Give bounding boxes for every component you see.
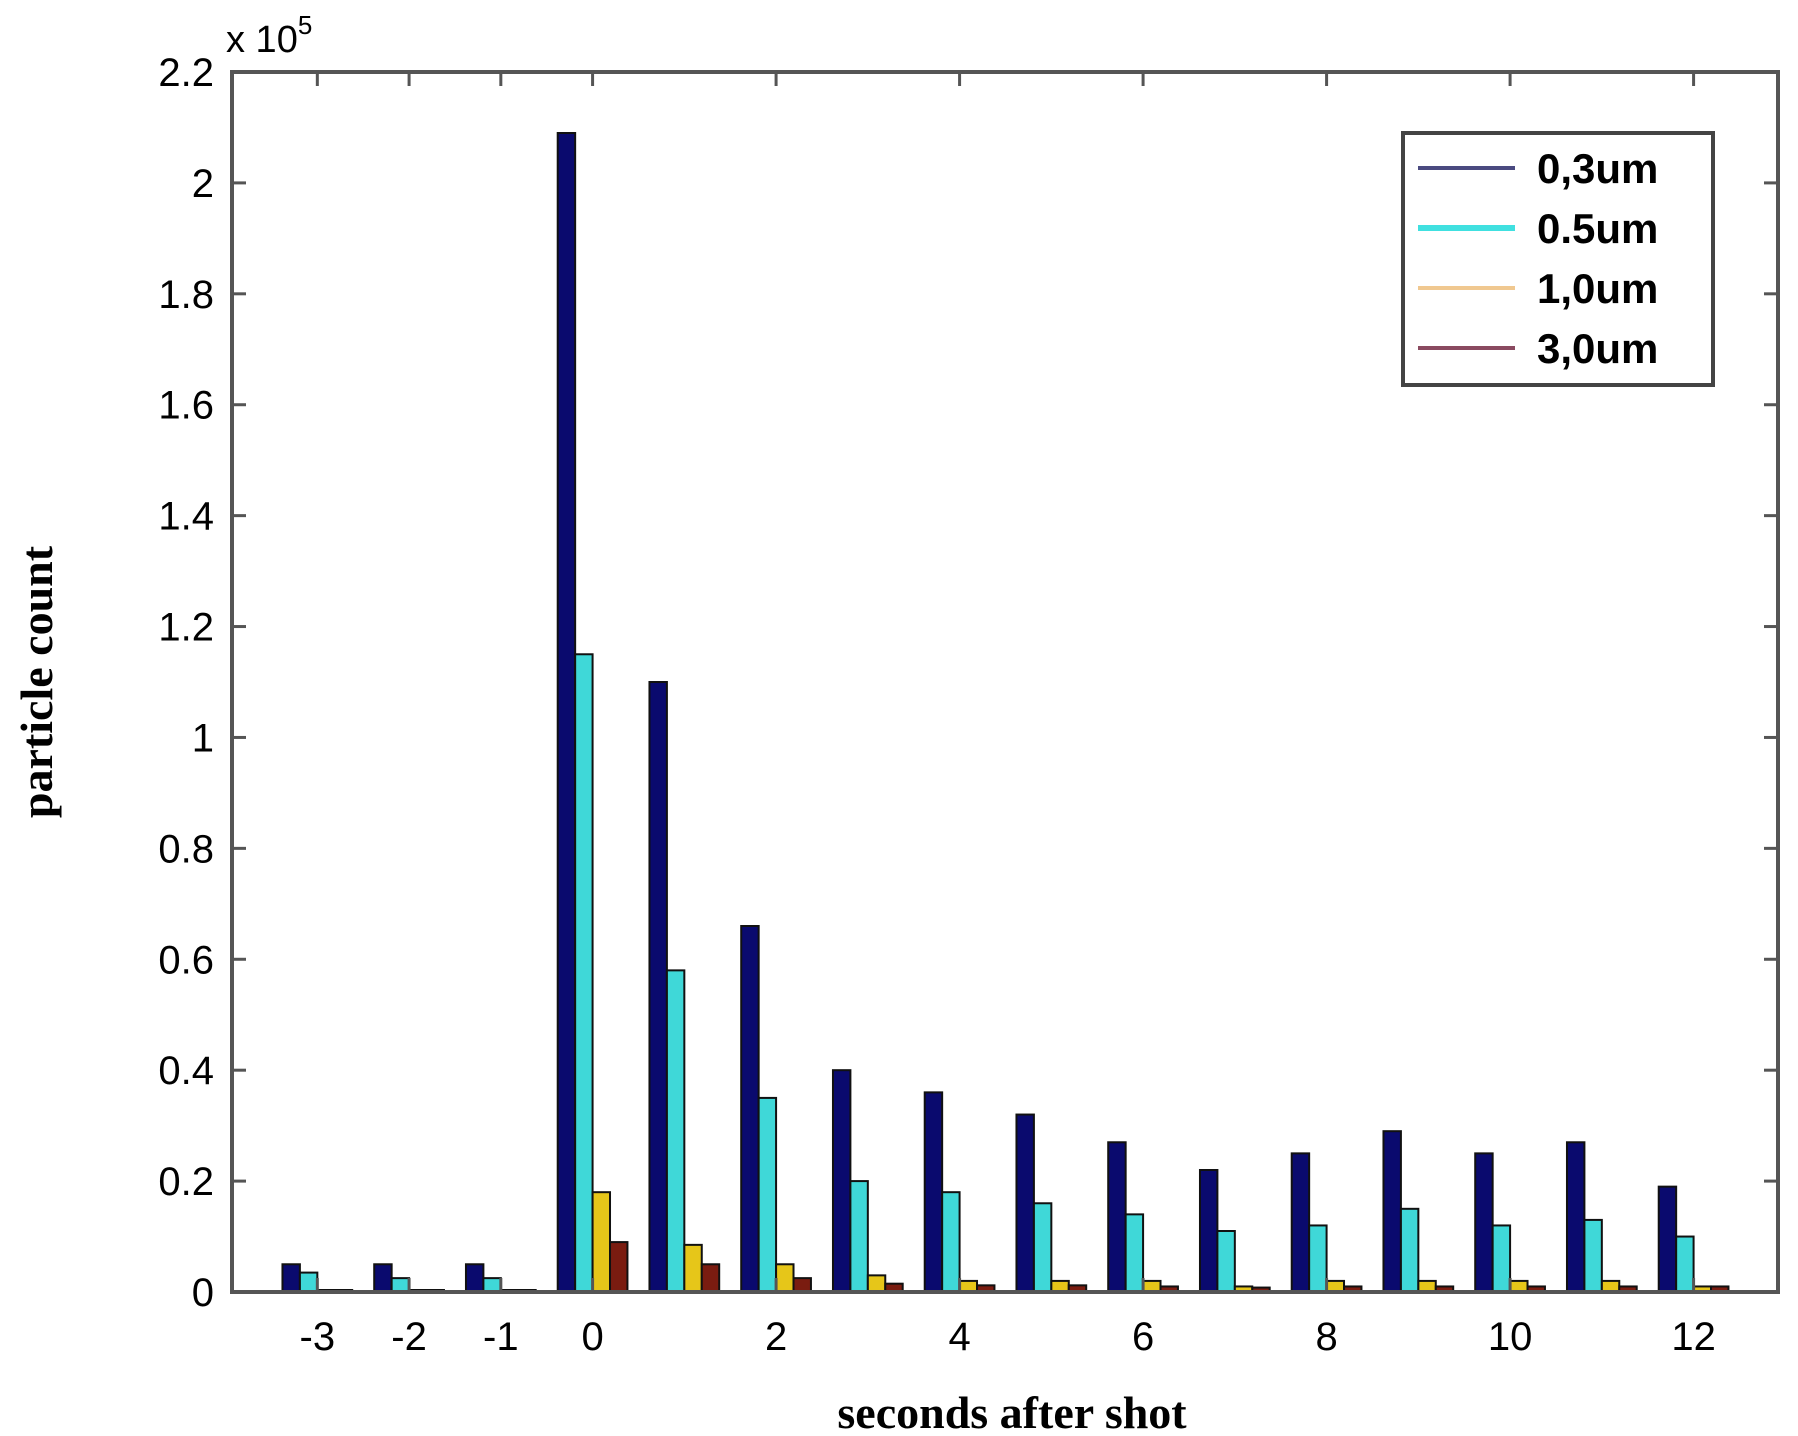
bars-layer <box>281 132 1730 1294</box>
bar <box>1565 1141 1586 1293</box>
bar <box>1583 1218 1603 1293</box>
x-tick-label: 10 <box>1488 1315 1533 1359</box>
bar <box>1657 1185 1678 1293</box>
y-tick-label: 1 <box>192 716 214 760</box>
legend-box <box>1401 131 1715 387</box>
bar <box>609 1241 629 1294</box>
legend-label: 0.5um <box>1537 205 1658 252</box>
y-tick-label: 0 <box>192 1271 214 1315</box>
bar <box>1290 1152 1311 1294</box>
legend: 0,3um 0.5um 1,0um 3,0um <box>1401 131 1715 387</box>
bar <box>1474 1152 1494 1294</box>
y-tick-label: 0.8 <box>158 827 214 871</box>
bar <box>482 1277 502 1293</box>
legend-label: 3,0um <box>1537 325 1658 372</box>
bar <box>281 1263 301 1293</box>
y-axis: 0 0.2 0.4 0.6 0.8 1 1.2 1.4 1.6 1.8 2 2.2 <box>158 51 1778 1315</box>
y-tick-label: 2.2 <box>158 51 214 95</box>
bar <box>1382 1130 1402 1293</box>
bar <box>683 1243 703 1294</box>
x-tick-label: 6 <box>1132 1315 1154 1359</box>
y-tick-label: 0.6 <box>158 938 214 982</box>
bar <box>1032 1202 1053 1293</box>
bar <box>1124 1213 1145 1294</box>
bar <box>757 1096 778 1293</box>
bar <box>1198 1169 1219 1293</box>
bar <box>923 1091 944 1294</box>
bar <box>1675 1235 1695 1293</box>
bar <box>1308 1224 1328 1294</box>
bar <box>648 681 668 1293</box>
x-tick-label: -1 <box>483 1315 519 1359</box>
x-axis: -3 -2 -1 0 2 4 6 8 10 12 <box>300 72 1716 1359</box>
y-tick-label: 1.6 <box>158 384 214 428</box>
x-tick-label: 4 <box>948 1315 970 1359</box>
legend-label: 0,3um <box>1537 145 1658 192</box>
x-tick-label: 2 <box>765 1315 787 1359</box>
y-tick-label: 0.2 <box>158 1160 214 1204</box>
bar <box>665 969 686 1293</box>
bar <box>941 1191 961 1293</box>
y-tick-label: 1.2 <box>158 606 214 650</box>
bar <box>831 1069 852 1293</box>
bar <box>1107 1141 1127 1293</box>
x-tick-label: 0 <box>581 1315 603 1359</box>
y-tick-label: 0.4 <box>158 1049 214 1093</box>
x-tick-label: 12 <box>1671 1315 1716 1359</box>
bar <box>390 1277 411 1293</box>
bar <box>574 653 594 1293</box>
bar <box>556 132 577 1293</box>
bar <box>1399 1207 1420 1294</box>
bar <box>866 1274 887 1294</box>
bar <box>591 1191 612 1293</box>
bar <box>373 1263 393 1293</box>
bar <box>298 1271 319 1294</box>
plot-frame <box>230 70 1780 1294</box>
x-tick-label: 8 <box>1315 1315 1337 1359</box>
bar <box>849 1180 869 1294</box>
legend-label: 1,0um <box>1537 265 1658 312</box>
x-tick-label: -2 <box>391 1315 427 1359</box>
bar <box>1015 1113 1035 1293</box>
x-tick-label: -3 <box>300 1315 336 1359</box>
bar <box>792 1277 812 1293</box>
bar <box>740 925 760 1293</box>
bar <box>1216 1230 1236 1293</box>
bar <box>464 1263 485 1293</box>
bar <box>775 1263 795 1293</box>
bar <box>1491 1224 1512 1294</box>
bar <box>700 1263 721 1293</box>
y-multiplier: x 105 <box>226 10 312 61</box>
y-tick-label: 1.4 <box>158 495 214 539</box>
x-axis-title: seconds after shot <box>837 1387 1187 1436</box>
y-axis-title: particle count <box>11 545 62 818</box>
y-tick-label: 2 <box>192 162 214 206</box>
y-tick-label: 1.8 <box>158 273 214 317</box>
